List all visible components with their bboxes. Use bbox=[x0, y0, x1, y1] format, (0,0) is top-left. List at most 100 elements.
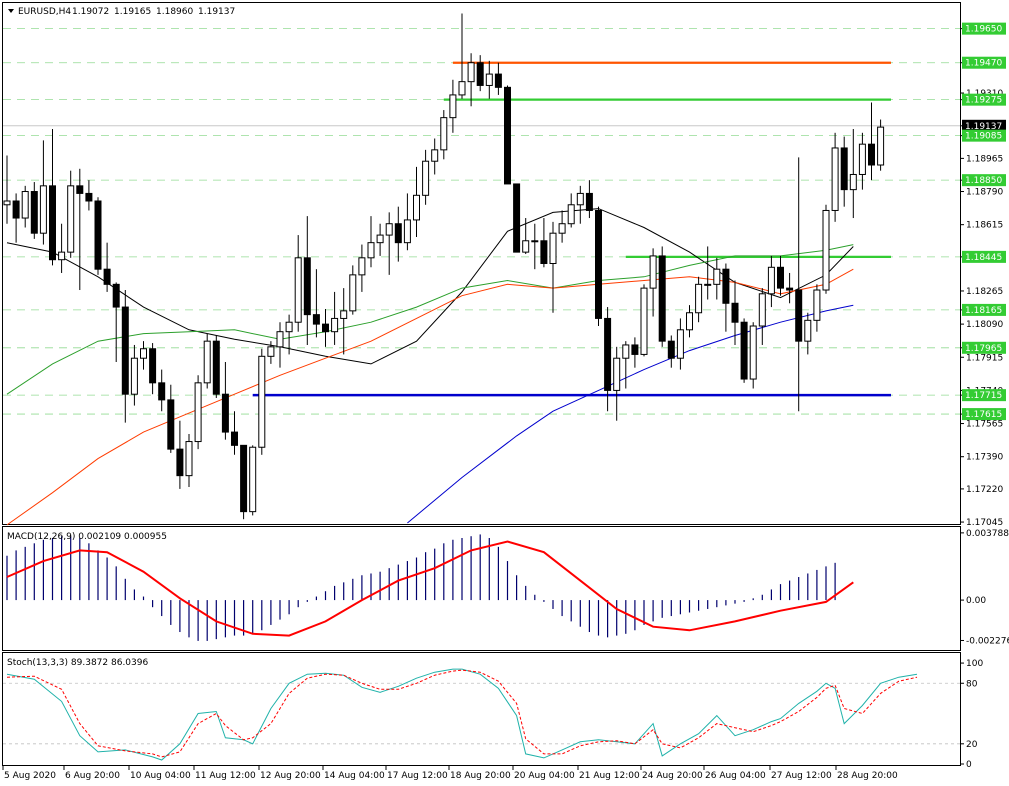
bull-candle bbox=[403, 219, 411, 244]
price-axis: 1.196501.194701.193101.192751.191371.190… bbox=[960, 22, 1006, 528]
stoch-main-line bbox=[6, 668, 918, 761]
bull-candle bbox=[695, 283, 703, 314]
bear-candle bbox=[121, 306, 129, 395]
bear-candle bbox=[158, 382, 166, 401]
price-tick-label: 1.18965 bbox=[966, 154, 1003, 164]
level-price-label: 1.18445 bbox=[965, 253, 1002, 263]
bull-candle bbox=[376, 234, 384, 244]
time-tick-label: 28 Aug 20:00 bbox=[837, 771, 898, 781]
bear-candle bbox=[722, 268, 730, 304]
price-tick-label: 1.18790 bbox=[966, 188, 1003, 198]
bull-candle bbox=[440, 117, 448, 151]
time-axis: 5 Aug 2020 6 Aug 20:00 10 Aug 04:00 11 Aug … bbox=[2, 766, 898, 781]
bull-candle bbox=[567, 204, 575, 225]
bear-candle bbox=[476, 62, 484, 86]
bull-candle bbox=[331, 317, 339, 333]
bear-candle bbox=[840, 147, 848, 191]
bear-candle bbox=[312, 314, 320, 325]
bear-candle bbox=[658, 255, 666, 342]
bull-candle bbox=[267, 346, 275, 357]
high-value: 1.19165 bbox=[114, 7, 151, 17]
bear-candle bbox=[212, 340, 220, 395]
low-value: 1.18960 bbox=[156, 7, 193, 17]
level-price-label: 1.17715 bbox=[965, 391, 1002, 401]
bear-candle bbox=[85, 192, 93, 202]
bull-candle bbox=[385, 223, 393, 236]
bear-candle bbox=[585, 192, 593, 211]
level-price-tag bbox=[962, 129, 1006, 142]
bear-candle bbox=[494, 73, 502, 88]
bull-candle bbox=[340, 310, 348, 319]
level-price-label: 1.17965 bbox=[965, 344, 1002, 354]
candlesticks bbox=[3, 13, 885, 520]
bear-candle bbox=[631, 344, 639, 355]
stoch-signal-line bbox=[6, 669, 918, 758]
symbol-label: EURUSD,H4 bbox=[18, 7, 71, 17]
bull-candle bbox=[576, 192, 584, 206]
time-tick-label: 12 Aug 20:00 bbox=[260, 771, 321, 781]
price-tick-label: 1.17220 bbox=[966, 485, 1003, 495]
level-price-label: 1.19275 bbox=[965, 96, 1002, 106]
bear-candle bbox=[221, 393, 229, 433]
bear-candle bbox=[94, 200, 102, 270]
time-tick-label: 14 Aug 04:00 bbox=[324, 771, 385, 781]
stoch-tick-label: 80 bbox=[966, 679, 978, 689]
bear-candle bbox=[868, 143, 875, 166]
level-price-tag bbox=[962, 22, 1006, 35]
bull-candle bbox=[58, 251, 66, 261]
bull-candle bbox=[767, 266, 775, 295]
bear-candle bbox=[604, 317, 612, 391]
stochastic-indicator: 100 80 20 0 bbox=[3, 659, 983, 770]
bull-candle bbox=[413, 194, 420, 221]
bull-candle bbox=[858, 143, 866, 175]
stoch-tick-label: 0 bbox=[966, 760, 972, 770]
price-tick-label: 1.17565 bbox=[966, 420, 1003, 430]
level-price-tag bbox=[962, 250, 1006, 263]
level-price-label: 1.19085 bbox=[965, 132, 1002, 142]
bear-candle bbox=[240, 444, 248, 513]
bear-candle bbox=[12, 200, 20, 219]
bull-candle bbox=[285, 321, 293, 333]
bull-candle bbox=[831, 147, 839, 211]
bear-candle bbox=[667, 340, 675, 359]
time-tick-label: 17 Aug 12:00 bbox=[387, 771, 448, 781]
bull-candle bbox=[758, 293, 766, 327]
time-tick-label: 18 Aug 20:00 bbox=[450, 771, 511, 781]
level-price-label: 1.18850 bbox=[965, 176, 1002, 186]
current-price-tag bbox=[962, 119, 1006, 132]
time-tick-label: 27 Aug 12:00 bbox=[771, 771, 832, 781]
bear-candle bbox=[777, 266, 784, 289]
bear-candle bbox=[513, 183, 521, 253]
time-tick-label: 5 Aug 2020 bbox=[4, 771, 56, 781]
price-pane-frame bbox=[2, 2, 961, 525]
bull-candle bbox=[704, 283, 712, 286]
bear-candle bbox=[167, 399, 175, 450]
bull-candle bbox=[622, 344, 630, 359]
level-price-tag bbox=[962, 408, 1006, 421]
chart-menu-triangle-icon[interactable] bbox=[8, 9, 14, 13]
bear-candle bbox=[731, 302, 739, 323]
bull-candle bbox=[877, 126, 885, 166]
time-tick-label: 24 Aug 20:00 bbox=[642, 771, 703, 781]
level-price-tag bbox=[962, 174, 1006, 187]
macd-tick-label: 0.003788 bbox=[966, 529, 1009, 539]
bull-candle bbox=[185, 441, 193, 477]
bull-candle bbox=[449, 94, 457, 119]
bull-candle bbox=[522, 240, 530, 253]
price-tick-label: 1.18090 bbox=[966, 320, 1003, 330]
level-price-tag bbox=[962, 93, 1006, 106]
time-tick-label: 20 Aug 04:00 bbox=[514, 771, 575, 781]
bull-candle bbox=[130, 357, 138, 395]
bear-candle bbox=[504, 86, 511, 185]
bear-candle bbox=[795, 289, 803, 342]
level-price-label: 1.19470 bbox=[965, 59, 1002, 69]
stoch-label: Stoch(13,3,3) 89.3872 86.0396 bbox=[7, 658, 148, 668]
level-price-label: 1.19650 bbox=[965, 25, 1002, 35]
price-tick-label: 1.18265 bbox=[966, 287, 1003, 297]
bear-candle bbox=[103, 268, 111, 285]
bull-candle bbox=[458, 81, 466, 96]
bull-candle bbox=[140, 348, 147, 359]
level-price-label: 1.17615 bbox=[965, 410, 1002, 420]
price-tick-label: 1.17390 bbox=[966, 453, 1003, 463]
